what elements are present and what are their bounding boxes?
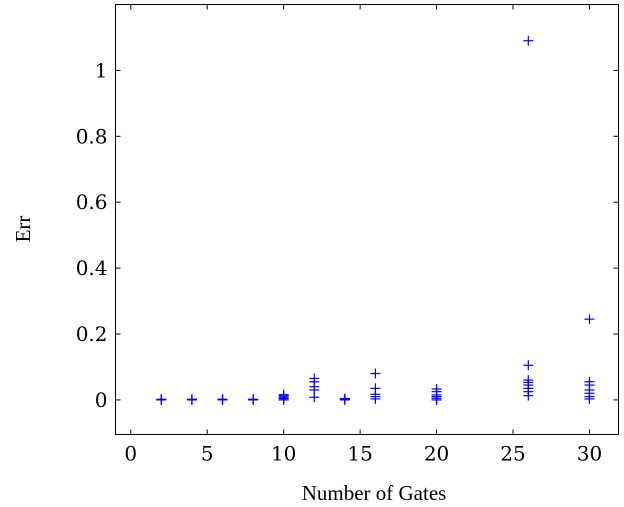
x-tick-label: 25 [500,442,525,466]
data-point [523,360,534,371]
y-tick-label: 0.6 [76,190,108,214]
data-point [523,375,534,386]
y-tick-label: 0.4 [76,256,108,280]
data-point [156,394,167,405]
y-axis-title: Err [11,216,35,243]
y-tick-label: 0.8 [76,124,108,148]
data-point [523,35,534,46]
data-point [309,373,320,384]
x-tick-label: 0 [124,442,137,466]
axis-ticks: 0 5 10 15 20 25 30 0 0.2 0.4 0.6 0.8 1 [76,4,619,466]
x-axis-title: Number of Gates [302,481,447,505]
x-tick-label: 15 [347,442,372,466]
data-point [431,384,442,395]
y-tick-label: 0.2 [76,322,108,346]
data-point [217,394,228,405]
data-point [278,389,289,400]
data-point [370,383,381,394]
data-point [248,394,259,405]
data-point [584,314,595,325]
data-point [370,368,381,379]
data-point [186,394,197,405]
data-point [339,393,350,404]
plot-frame [115,4,619,435]
y-tick-label: 0 [95,388,108,412]
data-point [584,376,595,387]
x-tick-label: 20 [424,442,449,466]
x-tick-label: 30 [577,442,602,466]
y-tick-label: 1 [95,58,108,82]
x-tick-label: 10 [271,442,296,466]
x-tick-label: 5 [201,442,214,466]
data-points [156,35,595,405]
